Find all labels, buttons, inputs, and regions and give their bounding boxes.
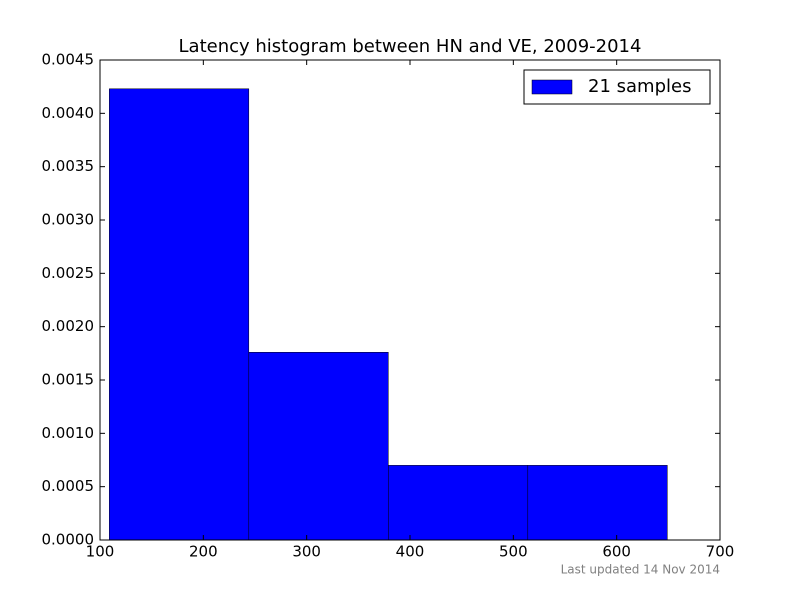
y-tick-label: 0.0040	[42, 104, 95, 122]
x-tick-label: 500	[499, 543, 528, 561]
y-tick-label: 0.0020	[42, 317, 95, 335]
legend-swatch	[531, 79, 573, 95]
x-tick-label: 400	[396, 543, 425, 561]
y-tick-label: 0.0000	[42, 531, 95, 549]
footnote: Last updated 14 Nov 2014	[561, 563, 720, 577]
chart-title: Latency histogram between HN and VE, 200…	[179, 36, 642, 57]
histogram-bar	[248, 352, 389, 541]
y-tick-label: 0.0030	[42, 211, 95, 229]
y-tick-label: 0.0045	[42, 51, 95, 69]
legend-label: 21 samples	[588, 76, 691, 97]
histogram-bar	[388, 465, 529, 541]
x-tick-label: 600	[602, 543, 631, 561]
histogram-bar	[527, 465, 668, 541]
x-tick-label: 100	[86, 543, 115, 561]
x-tick-label: 700	[706, 543, 735, 561]
x-tick-label: 300	[292, 543, 321, 561]
y-tick-label: 0.0035	[42, 157, 95, 175]
x-tick-label: 200	[189, 543, 218, 561]
y-tick-label: 0.0010	[42, 424, 95, 442]
y-tick-label: 0.0015	[42, 371, 95, 389]
y-tick-label: 0.0005	[42, 477, 95, 495]
y-tick-label: 0.0025	[42, 264, 95, 282]
histogram-bar	[109, 88, 250, 541]
